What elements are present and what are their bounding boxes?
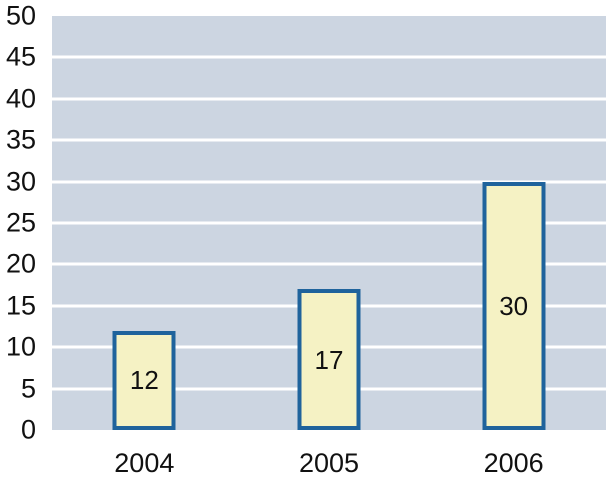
bar-value-label: 12 bbox=[129, 365, 159, 396]
y-tick-label: 5 bbox=[20, 373, 36, 404]
y-tick-label: 40 bbox=[5, 83, 36, 114]
bar-value-label: 17 bbox=[314, 344, 344, 375]
y-tick-label: 15 bbox=[5, 290, 36, 321]
y-tick-label: 25 bbox=[5, 207, 36, 238]
y-tick-label: 0 bbox=[20, 414, 36, 445]
plot-area: 12 17 30 bbox=[52, 16, 606, 430]
y-tick-label: 45 bbox=[5, 41, 36, 72]
gridline bbox=[52, 55, 606, 59]
y-tick-label: 35 bbox=[5, 124, 36, 155]
gridline bbox=[52, 138, 606, 142]
bar-2006: 30 bbox=[482, 181, 546, 430]
x-tick-label: 2005 bbox=[298, 448, 360, 478]
y-tick-label: 10 bbox=[5, 331, 36, 362]
x-axis: 2004 2005 2006 bbox=[52, 444, 606, 484]
bar-2005: 17 bbox=[297, 289, 361, 430]
x-tick-label: 2004 bbox=[114, 448, 175, 478]
bar-column: 12 bbox=[52, 16, 237, 430]
gridline bbox=[52, 262, 606, 266]
bar-column: 17 bbox=[237, 16, 422, 430]
y-tick-label: 30 bbox=[5, 166, 36, 197]
y-tick-label: 50 bbox=[5, 0, 36, 31]
bar-2004: 12 bbox=[112, 330, 176, 430]
gridline bbox=[52, 221, 606, 225]
x-tick-label: 2006 bbox=[483, 448, 544, 478]
gridline bbox=[52, 97, 606, 101]
y-axis: 0 5 10 15 20 25 30 35 40 45 50 bbox=[0, 0, 38, 486]
gridline bbox=[52, 180, 606, 184]
bar-column: 30 bbox=[421, 16, 606, 430]
bar-value-label: 30 bbox=[499, 290, 529, 321]
y-tick-label: 20 bbox=[5, 248, 36, 279]
